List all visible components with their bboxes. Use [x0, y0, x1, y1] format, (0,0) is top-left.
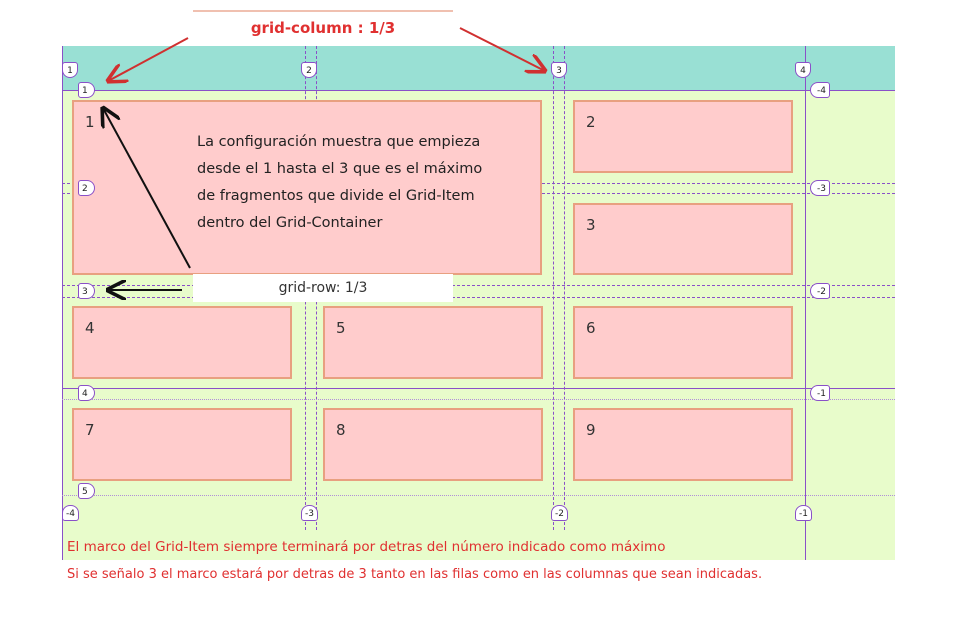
grid-item-9: 9: [573, 408, 793, 481]
note-line: de fragmentos que divide el Grid-Item: [197, 188, 475, 204]
grid-item-number: 5: [336, 319, 346, 337]
grid-item-7: 7: [72, 408, 292, 481]
column-line-1: [62, 46, 63, 560]
grid-item-2: 2: [573, 100, 793, 173]
grid-item-number: 2: [586, 113, 596, 131]
row-badge-left-2: 2: [78, 180, 95, 196]
column-line-4: [805, 46, 806, 560]
grid-row-label: grid-row: 1/3: [193, 274, 453, 302]
note-line: dentro del Grid-Container: [197, 215, 383, 231]
arrow-to-column-3: [459, 27, 543, 70]
row-badge-left-5: 5: [78, 483, 95, 499]
row-line-4b: [62, 399, 895, 400]
row-line-4a: [62, 388, 895, 389]
caption-line-2: Si se señalo 3 el marco estará por detra…: [67, 567, 763, 582]
row-badge-right-minus4: -4: [810, 82, 830, 98]
grid-item-1: 1: [72, 100, 542, 275]
caption-line-1: El marco del Grid-Item siempre terminará…: [67, 539, 666, 555]
grid-item-number: 8: [336, 421, 346, 439]
note-line: desde el 1 hasta el 3 que es el máximo: [197, 161, 483, 177]
row-gap-line-3b: [62, 297, 895, 298]
grid-column-label: grid-column : 1/3: [193, 10, 453, 46]
row-badge-left-4: 4: [78, 385, 95, 401]
grid-item-number: 1: [85, 113, 95, 131]
grid-item-5: 5: [323, 306, 543, 379]
grid-item-number: 6: [586, 319, 596, 337]
grid-item-8: 8: [323, 408, 543, 481]
column-badge-top-3: 3: [551, 62, 567, 78]
row-line-1: [62, 90, 895, 91]
grid-item-4: 4: [72, 306, 292, 379]
row-badge-right-minus1: -1: [810, 385, 830, 401]
arrow-to-column-1: [110, 37, 189, 80]
column-badge-top-1: 1: [62, 62, 78, 78]
grid-item-number: 9: [586, 421, 596, 439]
row-badge-right-minus3: -3: [810, 180, 830, 196]
grid-item-number: 7: [85, 421, 95, 439]
row-line-5: [62, 495, 895, 496]
grid-item-number: 4: [85, 319, 95, 337]
column-badge-top-2: 2: [301, 62, 317, 78]
grid-item-number: 3: [586, 216, 596, 234]
column-badge-bottom-minus1: -1: [795, 505, 812, 521]
grid-item-3: 3: [573, 203, 793, 275]
row-badge-left-3: 3: [78, 283, 95, 299]
column-gap-line-3a: [553, 46, 554, 530]
row-gap-line-3a: [62, 285, 895, 286]
grid-header-band: [62, 46, 895, 90]
grid-item-6: 6: [573, 306, 793, 379]
column-badge-bottom-minus4: -4: [62, 505, 79, 521]
arrow-to-row-1: [104, 110, 191, 269]
note-line: La configuración muestra que empieza: [197, 134, 481, 150]
explanation-note: La configuración muestra que empieza des…: [197, 129, 537, 237]
column-badge-bottom-minus2: -2: [551, 505, 568, 521]
row-badge-left-1: 1: [78, 82, 95, 98]
column-gap-line-3b: [564, 46, 565, 530]
column-badge-top-4: 4: [795, 62, 811, 78]
column-badge-bottom-minus3: -3: [301, 505, 318, 521]
row-badge-right-minus2: -2: [810, 283, 830, 299]
